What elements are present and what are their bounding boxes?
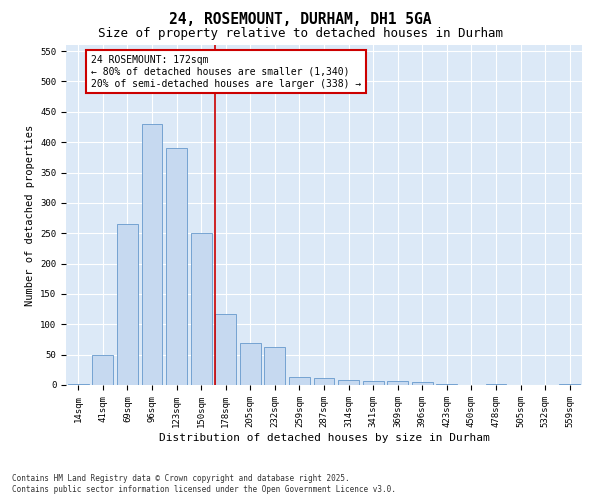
Bar [215,314,236,385]
Bar [362,381,383,385]
Bar [559,384,580,385]
Bar [338,380,359,385]
Text: Size of property relative to detached houses in Durham: Size of property relative to detached ho… [97,28,503,40]
Bar [117,224,138,385]
Bar [436,384,457,385]
Bar [485,384,506,385]
Bar [166,148,187,385]
Text: 24, ROSEMOUNT, DURHAM, DH1 5GA: 24, ROSEMOUNT, DURHAM, DH1 5GA [169,12,431,28]
Bar [387,381,408,385]
Bar [92,354,113,385]
Text: Contains HM Land Registry data © Crown copyright and database right 2025.
Contai: Contains HM Land Registry data © Crown c… [12,474,396,494]
Bar [191,233,212,385]
Bar [142,124,163,385]
Bar [68,384,89,385]
Text: 24 ROSEMOUNT: 172sqm
← 80% of detached houses are smaller (1,340)
20% of semi-de: 24 ROSEMOUNT: 172sqm ← 80% of detached h… [91,56,361,88]
Bar [240,342,261,385]
Y-axis label: Number of detached properties: Number of detached properties [25,124,35,306]
Bar [412,382,433,385]
X-axis label: Distribution of detached houses by size in Durham: Distribution of detached houses by size … [158,432,490,442]
Bar [265,347,286,385]
Bar [314,378,334,385]
Bar [289,377,310,385]
